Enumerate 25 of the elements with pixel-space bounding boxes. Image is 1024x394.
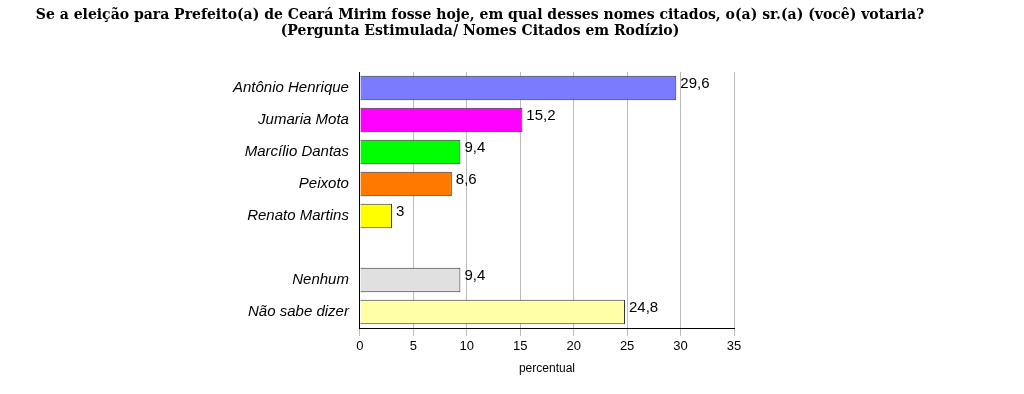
y-tick-label: Marcílio Dantas [244,142,350,160]
x-tick-label: 10 [459,338,475,354]
x-tick-label: 35 [726,338,742,354]
y-tick-label: Jumaria Mota [257,110,349,128]
data-label: 15,2 [526,106,556,124]
x-tick-label: 5 [409,338,417,354]
x-tick-label: 25 [619,338,635,354]
y-tick-label: Nenhum [292,270,349,288]
data-label: 9,4 [464,266,486,284]
chart-title: Se a eleição para Prefeito(a) de Ceará Mirim fosse hoje, em qual desses nomes citados, o(a) sr.(a) (você) votaria? [34,6,926,22]
x-tick-label: 15 [513,338,528,354]
data-label: 29,6 [680,74,710,92]
data-label: 24,8 [628,298,659,316]
y-tick-label: Peixoto [298,174,349,192]
x-tick-label: 30 [673,338,688,354]
y-tick-label: Antônio Henrique [231,78,349,96]
y-tick-label: Renato Martins [247,206,350,224]
x-tick-label: 0 [356,338,364,354]
data-label: 8,6 [455,170,477,188]
data-label: 3 [395,202,405,220]
y-tick-label: Não sabe dizer [248,302,350,320]
x-tick-label: 20 [566,338,581,354]
data-label: 9,4 [464,138,486,156]
x-axis-title: percentual [518,361,575,376]
chart-subtitle: (Pergunta Estimulada/ Nomes Citados em Rodízio) [279,22,681,38]
